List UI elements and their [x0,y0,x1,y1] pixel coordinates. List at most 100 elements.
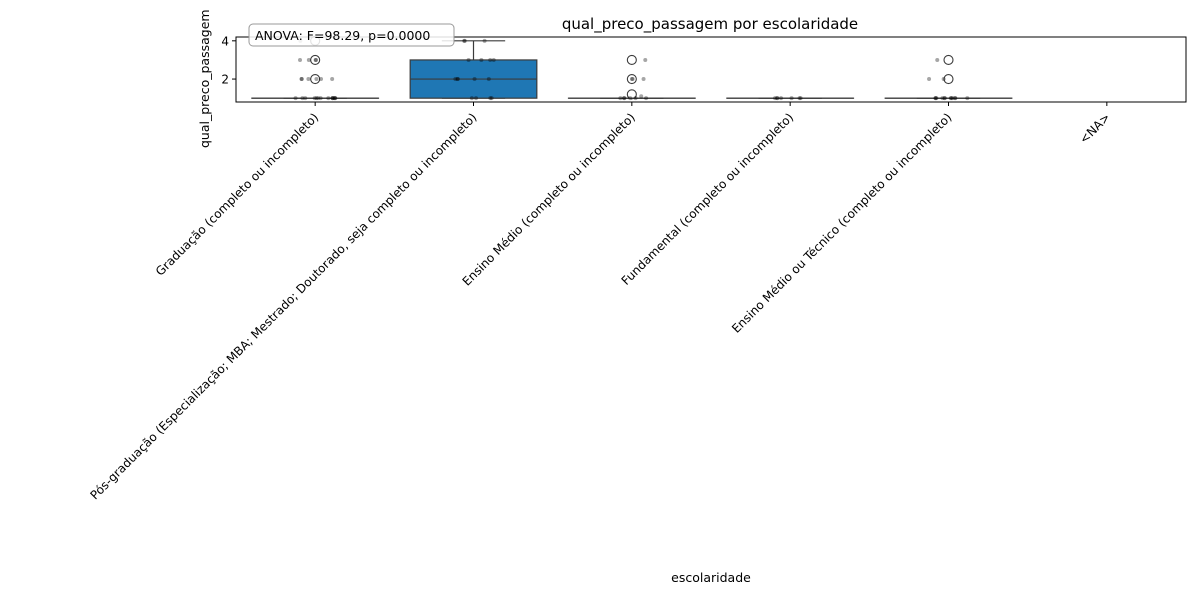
strip-point [462,38,467,43]
strip-point [330,96,335,101]
strip-point [933,96,938,101]
x-tick-label: <NA> [1077,110,1113,146]
outlier-point [943,74,954,85]
strip-point [455,77,460,82]
strip-point [940,96,945,101]
outlier-point [310,74,321,85]
strip-point [628,96,633,101]
strip-point [316,96,321,101]
strip-point [488,57,493,62]
outlier-point [943,54,954,65]
strip-point [466,57,471,62]
x-tick-label: Graduação (completo ou incompleto) [153,110,321,278]
chart-title: qual_preco_passagem por escolaridade [562,15,858,34]
y-axis-label: qual_preco_passagem [197,9,212,148]
strip-point [773,96,778,101]
strip-point [935,57,940,62]
strip-point [942,96,947,101]
strip-group [927,57,970,101]
strip-point [303,96,308,101]
outlier-point [310,54,321,65]
strip-point [488,96,493,101]
box-group [251,35,380,99]
strip-point [306,57,311,62]
strip-point [333,96,338,101]
strip-point [312,96,317,101]
x-axis: Graduação (completo ou incompleto)Pós-gr… [88,102,1113,502]
strip-point [952,96,957,101]
x-tick-label: Ensino Médio (completo ou incompleto) [460,110,638,288]
strip-point [479,57,484,62]
strip-point [942,96,947,101]
strip-point [332,96,337,101]
anova-box [248,23,455,47]
strip-point [630,77,635,82]
outlier-point [626,74,637,85]
strip-point [489,96,494,101]
strip-point [798,96,803,101]
x-tick-label: Pós-graduação (Especialização; MBA; Mest… [88,110,480,502]
outlier-point [626,89,637,100]
strip-point [293,96,298,101]
strip-point [622,96,627,101]
strip-group [293,38,338,101]
strip-point [934,96,939,101]
strip-point [313,57,318,62]
strip-point [949,96,954,101]
strip-point [332,96,337,101]
strip-group [453,38,496,101]
anova-text: ANOVA: F=98.29, p=0.0000 [255,28,430,43]
strip-point [491,57,496,62]
strip-point [618,96,623,101]
box-group [409,40,538,99]
strip-point [639,94,644,99]
strip-point [299,77,304,82]
strip-point [482,38,487,43]
strip-point [300,96,305,101]
strip-point [306,77,311,82]
strip-point [948,96,953,101]
y-tick-label: 4 [221,34,229,48]
strip-point [314,96,319,101]
strip-point [633,96,638,101]
box-group [884,54,1013,99]
strip-point [641,77,646,82]
strip-point [298,57,303,62]
strip-point [319,77,324,82]
strip-point [797,96,802,101]
strip-group [773,96,803,101]
x-tick-label: Fundamental (completo ou incompleto) [619,110,797,288]
strip-point [927,77,932,82]
strip-point [789,96,794,101]
strip-point [314,77,319,82]
strip-point [318,96,323,101]
strip-point [462,38,467,43]
strip-point [775,96,780,101]
strip-point [965,96,970,101]
strip-point [472,77,477,82]
strip-point [455,77,460,82]
strip-point [330,77,335,82]
strip-point [330,96,335,101]
y-tick-label: 2 [221,73,229,87]
strip-group [618,57,649,101]
strip-point [313,57,318,62]
strip-point [621,96,626,101]
box-group [567,54,696,100]
strip-point [474,96,479,101]
strip-point [469,96,474,101]
strip-point [629,77,634,82]
anova-annotation: ANOVA: F=98.29, p=0.0000 [248,23,455,47]
strip-point [326,96,331,101]
strip-point [453,77,458,82]
y-axis: 24 [221,34,236,87]
strip-point [486,77,491,82]
strip-point [643,57,648,62]
strip-point [933,96,938,101]
outlier-point [626,54,637,65]
strip-point [953,96,958,101]
strip-point [950,96,955,101]
plot-area [251,35,1013,101]
strip-point [330,96,335,101]
